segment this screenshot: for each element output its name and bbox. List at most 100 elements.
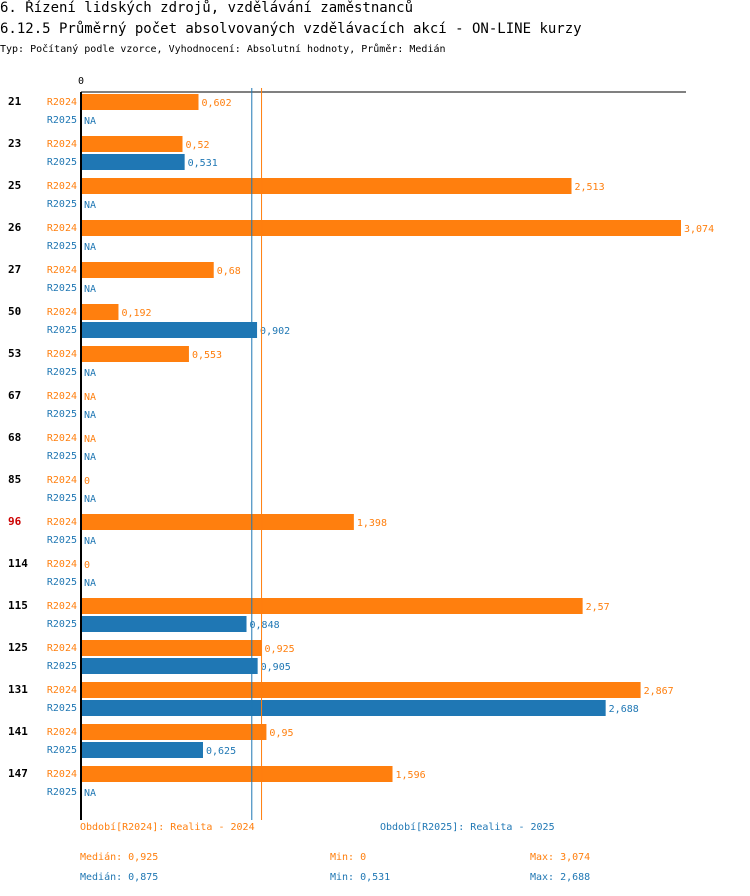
stat-max-r2025: Max: 2,688: [530, 872, 591, 883]
series-label: R2025: [47, 241, 77, 252]
series-label: R2024: [47, 685, 77, 696]
series-label: R2025: [47, 535, 77, 546]
category-label: 131: [8, 683, 28, 696]
series-label: R2025: [47, 367, 77, 378]
category-label: 27: [8, 263, 21, 276]
series-label: R2024: [47, 433, 77, 444]
stat-min-r2024: Min: 0: [330, 852, 367, 863]
category-label: 67: [8, 389, 21, 402]
data-label: NA: [84, 200, 96, 211]
category-label: 26: [8, 221, 22, 234]
bar-r2025: [81, 700, 606, 716]
data-label: 0,625: [206, 746, 236, 757]
data-label: NA: [84, 368, 96, 379]
chart-title: 6.12.5 Průměrný počet absolvovaných vzdě…: [0, 21, 582, 37]
data-label: 0,602: [202, 98, 232, 109]
series-label: R2024: [47, 307, 77, 318]
data-label: 1,596: [396, 770, 426, 781]
data-label: NA: [84, 242, 96, 253]
series-label: R2025: [47, 451, 77, 462]
series-label: R2024: [47, 769, 77, 780]
category-label: 85: [8, 473, 21, 486]
stat-median-r2024: Medián: 0,925: [80, 852, 159, 863]
series-label: R2024: [47, 559, 77, 570]
bar-r2024: [81, 514, 354, 530]
series-label: R2025: [47, 577, 77, 588]
category-label: 147: [8, 767, 28, 780]
bar-r2024: [81, 766, 393, 782]
data-label: 0,925: [265, 644, 295, 655]
bar-r2024: [81, 682, 641, 698]
bar-r2024: [81, 724, 267, 740]
stat-median-r2025: Medián: 0,875: [80, 872, 159, 883]
data-label: 0,52: [185, 140, 209, 151]
category-label: 21: [8, 95, 22, 108]
series-label: R2025: [47, 199, 77, 210]
series-label: R2024: [47, 391, 77, 402]
bar-r2025: [81, 616, 247, 632]
bar-r2024: [81, 598, 583, 614]
series-label: R2024: [47, 223, 77, 234]
data-label: 0,192: [121, 308, 151, 319]
bar-r2025: [81, 322, 258, 338]
data-label: 1,398: [357, 518, 387, 529]
legend-r2024: Období[R2024]: Realita - 2024: [80, 822, 255, 833]
series-label: R2024: [47, 601, 77, 612]
series-label: R2025: [47, 619, 77, 630]
category-label: 115: [8, 599, 28, 612]
series-label: R2024: [47, 265, 77, 276]
data-label: 2,57: [586, 602, 610, 613]
bar-chart: 0 21 R2024 0,602 R2025 NA 23 R2024 0,52 R2025 0,53…: [8, 76, 714, 820]
data-label: 0,848: [250, 620, 280, 631]
category-label: 53: [8, 347, 21, 360]
bar-r2024: [81, 220, 681, 236]
data-label: 0,553: [192, 350, 222, 361]
data-label: NA: [84, 410, 96, 421]
data-label: NA: [84, 578, 96, 589]
bar-r2024: [81, 346, 189, 362]
data-label: 0: [84, 476, 90, 487]
bar-r2024: [81, 304, 119, 320]
stat-min-r2025: Min: 0,531: [330, 872, 391, 883]
data-label: 2,688: [609, 704, 639, 715]
category-label: 141: [8, 725, 28, 738]
data-label: NA: [84, 284, 96, 295]
data-label: NA: [84, 392, 96, 403]
legend-r2025: Období[R2025]: Realita - 2025: [380, 822, 555, 833]
data-label: 0,95: [269, 728, 293, 739]
category-label: 25: [8, 179, 21, 192]
category-label: 68: [8, 431, 21, 444]
series-label: R2025: [47, 157, 77, 168]
series-label: R2024: [47, 349, 77, 360]
data-label: NA: [84, 536, 96, 547]
category-label: 125: [8, 641, 28, 654]
x-tick-label: 0: [78, 76, 84, 87]
series-label: R2024: [47, 475, 77, 486]
data-label: 0,531: [188, 158, 218, 169]
data-label: NA: [84, 116, 96, 127]
bar-r2024: [81, 262, 214, 278]
series-label: R2025: [47, 283, 77, 294]
bar-r2024: [81, 94, 199, 110]
series-label: R2025: [47, 115, 77, 126]
series-label: R2025: [47, 703, 77, 714]
data-label: NA: [84, 788, 96, 799]
bar-r2025: [81, 658, 258, 674]
series-label: R2025: [47, 787, 77, 798]
category-label: 23: [8, 137, 21, 150]
data-label: 2,513: [575, 182, 605, 193]
stat-max-r2024: Max: 3,074: [530, 852, 591, 863]
bar-r2024: [81, 178, 572, 194]
data-label: 3,074: [684, 224, 714, 235]
series-label: R2025: [47, 325, 77, 336]
data-label: 0,68: [217, 266, 241, 277]
data-label: NA: [84, 434, 96, 445]
page-title: 6. Řízení lidských zdrojů, vzdělávání za…: [0, 0, 414, 16]
series-label: R2025: [47, 409, 77, 420]
series-label: R2025: [47, 661, 77, 672]
series-label: R2024: [47, 181, 77, 192]
bar-r2025: [81, 154, 185, 170]
data-label: 0: [84, 560, 90, 571]
series-label: R2025: [47, 493, 77, 504]
bar-r2024: [81, 136, 183, 152]
